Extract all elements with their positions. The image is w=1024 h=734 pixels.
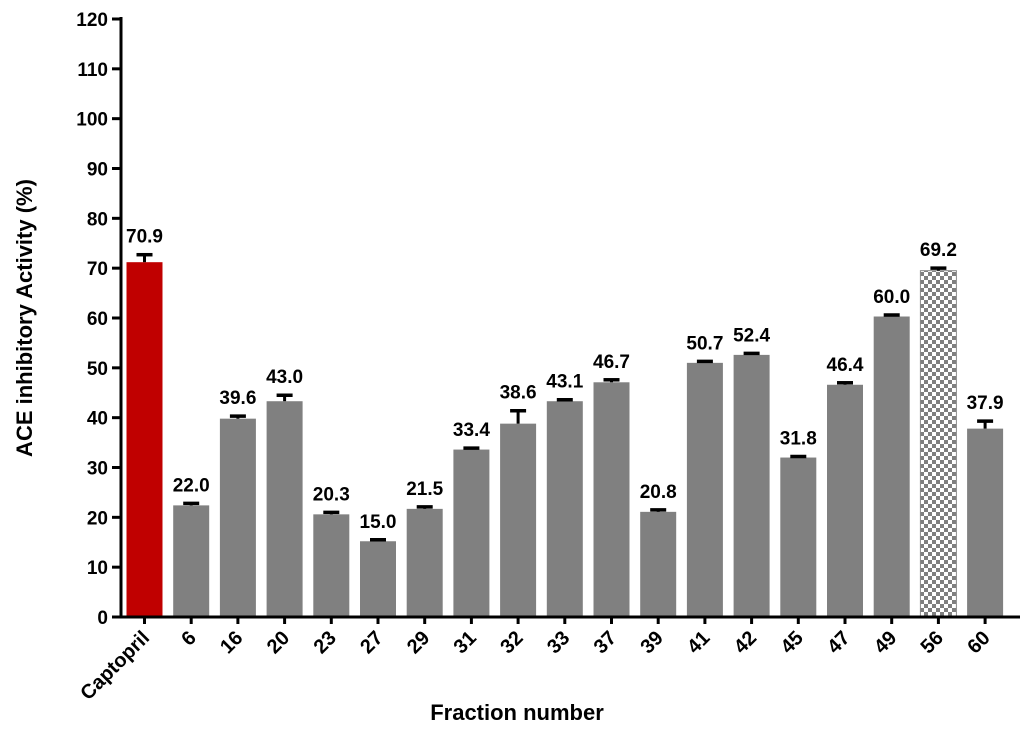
y-tick-label-50: 50	[87, 359, 108, 380]
data-label-captopril: 70.9	[126, 227, 163, 248]
bar-31	[453, 449, 490, 617]
data-label-16: 39.6	[219, 388, 256, 409]
bar-33	[546, 401, 583, 617]
y-tick-label-120: 120	[76, 10, 108, 31]
error-bar-45	[790, 454, 807, 459]
bar-42	[733, 354, 770, 617]
x-tick-label-29: 29	[403, 627, 434, 658]
x-tick-label-41: 41	[683, 627, 714, 658]
x-tick-label-16: 16	[216, 627, 247, 658]
error-bar-37	[603, 378, 620, 383]
error-bar-41	[696, 359, 713, 364]
error-bar-60	[977, 419, 994, 429]
error-bar-39	[650, 508, 667, 512]
y-tick-label-100: 100	[76, 110, 108, 131]
error-bar-49	[883, 313, 900, 317]
x-tick-label-60: 60	[963, 627, 994, 658]
data-label-23: 20.3	[313, 484, 350, 505]
x-tick-label-20: 20	[263, 627, 294, 658]
x-tick-label-39: 39	[636, 627, 667, 658]
data-label-39: 20.8	[640, 482, 677, 503]
error-bar-33	[556, 397, 573, 402]
bar-16	[219, 418, 256, 617]
bar-39	[640, 511, 677, 617]
bar-56	[919, 270, 957, 618]
bar-27	[360, 541, 396, 617]
data-label-20: 43.0	[266, 367, 303, 388]
bar-23	[313, 514, 350, 617]
bar-20	[266, 401, 303, 617]
data-label-41: 50.7	[686, 333, 723, 354]
error-bar-16	[229, 414, 246, 419]
y-tick-label-20: 20	[87, 508, 108, 529]
data-label-47: 46.4	[827, 355, 864, 376]
x-tick-label-32: 32	[496, 627, 527, 658]
y-tick-label-80: 80	[87, 209, 108, 230]
x-tick-label-captopril: Captopril	[76, 627, 154, 705]
x-axis-title: Fraction number	[430, 700, 604, 725]
data-label-33: 43.1	[546, 372, 583, 393]
error-bar-47	[837, 381, 853, 385]
error-bar-captopril	[136, 252, 153, 263]
y-tick-label-60: 60	[87, 309, 108, 330]
data-label-32: 38.6	[500, 383, 537, 404]
x-tick-label-56: 56	[917, 627, 948, 658]
y-tick-label-0: 0	[97, 608, 108, 629]
x-tick-label-6: 6	[177, 627, 200, 650]
data-label-6: 22.0	[173, 475, 210, 496]
x-tick-label-23: 23	[310, 627, 341, 658]
x-tick-label-45: 45	[777, 627, 808, 658]
error-bar-56	[930, 266, 947, 271]
bars-layer	[126, 262, 1004, 618]
data-labels-layer: 70.9 22.0 39.6 43.0 20.3 15.0 21.5 33.4 38.6 43.1…	[126, 227, 1004, 533]
error-bar-42	[743, 351, 760, 356]
error-bar-6	[183, 501, 200, 506]
bar-32	[500, 423, 537, 617]
y-tick-label-10: 10	[87, 558, 108, 579]
x-tick-label-49: 49	[870, 627, 901, 658]
data-label-60: 37.9	[967, 393, 1004, 414]
bar-60	[967, 428, 1004, 617]
x-tick-label-42: 42	[730, 627, 761, 658]
x-tick-label-31: 31	[450, 627, 481, 658]
error-bar-23	[323, 510, 340, 515]
x-tick-label-47: 47	[823, 627, 854, 658]
data-label-56: 69.2	[920, 240, 957, 261]
x-tick-label-33: 33	[543, 627, 574, 658]
y-tick-label-40: 40	[87, 409, 108, 430]
bar-47	[827, 384, 863, 617]
bar-49	[873, 316, 910, 617]
x-tick-label-27: 27	[356, 627, 387, 658]
x-tick-label-37: 37	[590, 627, 621, 658]
bar-45	[780, 457, 817, 617]
bar-37	[593, 382, 630, 617]
data-label-49: 60.0	[873, 287, 910, 308]
bar-6	[173, 505, 210, 617]
bar-29	[406, 508, 443, 617]
error-bar-27	[370, 538, 386, 542]
bar-captopril	[126, 262, 163, 617]
data-label-27: 15.0	[360, 512, 397, 533]
data-label-42: 52.4	[733, 325, 770, 346]
error-bars-layer	[136, 252, 994, 542]
error-bar-32	[510, 408, 527, 424]
y-tick-label-110: 110	[77, 60, 108, 81]
y-tick-label-70: 70	[87, 259, 108, 280]
error-bar-20	[276, 393, 293, 402]
bar-41	[686, 362, 723, 617]
error-bar-31	[463, 446, 480, 450]
error-bar-29	[416, 505, 433, 509]
y-tick-label-30: 30	[87, 459, 108, 480]
data-label-31: 33.4	[453, 420, 490, 441]
y-tick-label-90: 90	[87, 160, 108, 181]
data-label-29: 21.5	[406, 479, 443, 500]
data-label-37: 46.7	[593, 352, 630, 373]
data-label-45: 31.8	[780, 429, 817, 450]
y-axis-title: ACE inhibitory Activity (%)	[12, 179, 37, 457]
